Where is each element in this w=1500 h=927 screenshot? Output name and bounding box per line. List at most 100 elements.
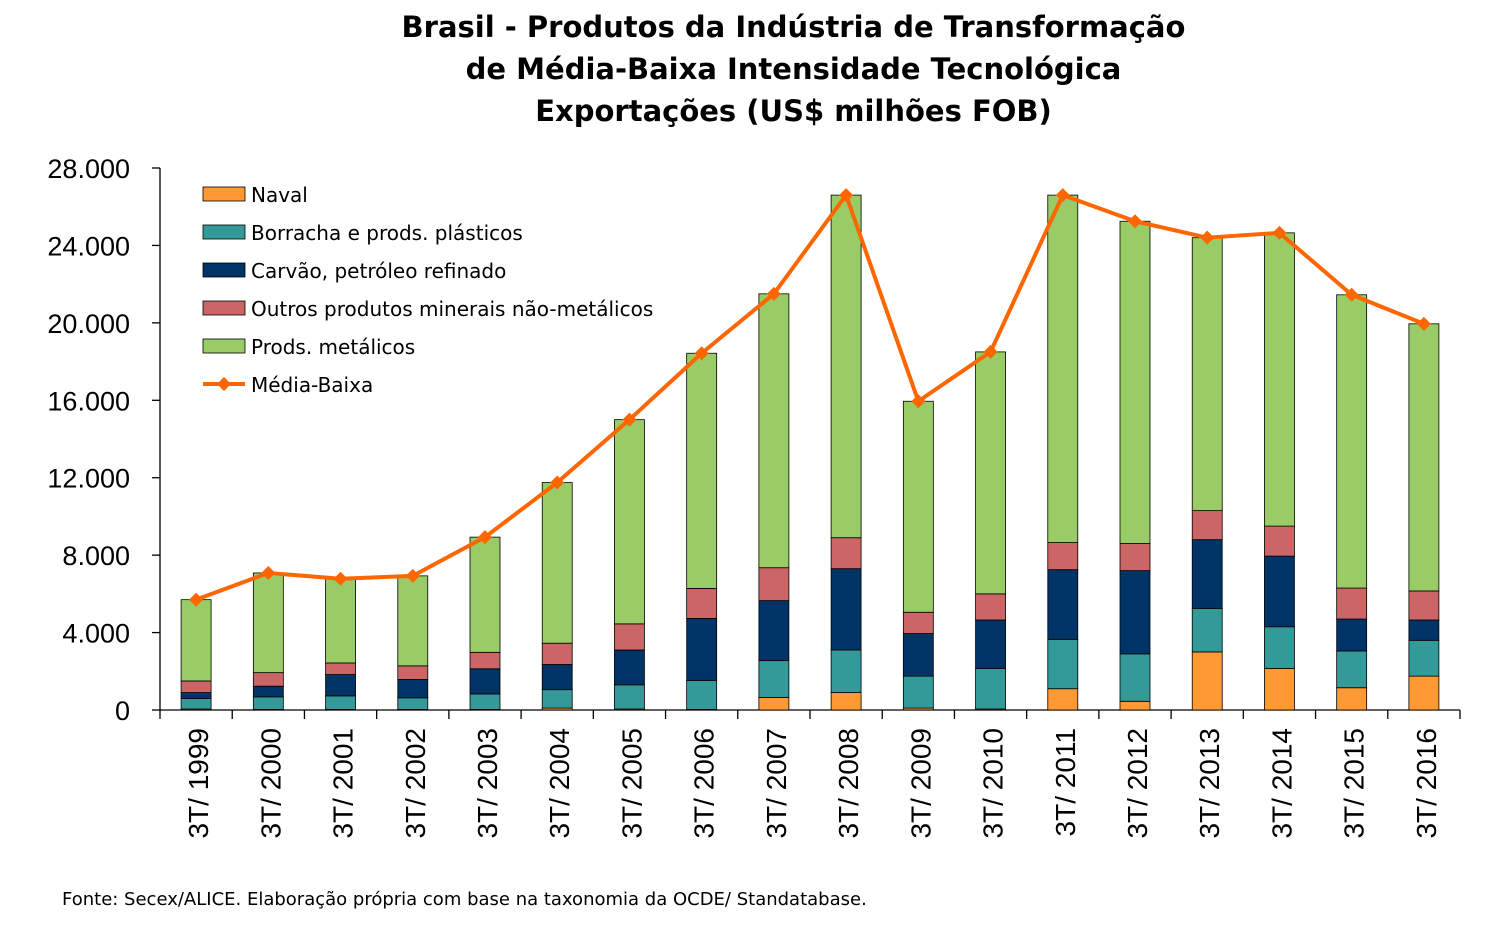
bar-segment <box>1047 688 1079 711</box>
bar-segment <box>252 696 284 710</box>
bar-segment <box>975 667 1006 710</box>
bar-segment <box>1408 619 1440 641</box>
bar-segment <box>180 680 212 693</box>
x-tick-label: 3T/ 2004 <box>544 728 575 839</box>
x-tick-label: 3T/ 2005 <box>616 728 647 839</box>
bar-segment <box>902 633 934 677</box>
bar-segment <box>541 664 573 691</box>
bar-segment <box>614 684 645 710</box>
line-marker <box>1055 188 1070 203</box>
line-marker <box>983 344 998 359</box>
bar-segment <box>1264 667 1295 711</box>
bar-segment <box>830 537 862 570</box>
chart-title-line-2: de Média-Baixa Intensidade Tecnológica <box>465 52 1122 86</box>
x-tick-label: 3T/ 2014 <box>1266 728 1297 839</box>
bar-segment <box>975 619 1006 669</box>
line-marker <box>550 475 565 490</box>
bar-segment <box>1264 626 1295 669</box>
stacked-bar-chart: 0 4.000 8.000 12.000 16.000 20.000 24.000 28.00… <box>47 154 1461 839</box>
bar-segment <box>1119 543 1151 572</box>
source-note: Fonte: Secex/ALICE. Elaboração própria c… <box>62 889 867 910</box>
line-marker <box>261 565 276 580</box>
x-tick-label: 3T/ 2016 <box>1411 728 1442 839</box>
legend-swatch <box>202 300 246 316</box>
line-marker <box>478 530 492 545</box>
line-marker <box>1416 316 1431 331</box>
x-tick-label: 3T/ 2003 <box>472 728 503 839</box>
bar-segment <box>325 674 356 697</box>
y-tick-label: 28.000 <box>47 154 130 184</box>
bar-segment <box>758 600 790 662</box>
bar-segment <box>1047 542 1079 571</box>
bar-segment <box>469 536 501 653</box>
bar-segment <box>830 649 862 693</box>
legend-swatch <box>202 224 246 240</box>
bar-segment <box>686 352 718 589</box>
line-marker <box>911 394 926 409</box>
bar-segment <box>1408 639 1440 677</box>
bar-segment <box>1191 237 1223 512</box>
bar-segment <box>758 697 790 711</box>
axes: 0 4.000 8.000 12.000 16.000 20.000 24.000 28.00… <box>47 154 1461 839</box>
bar-segment <box>614 419 645 625</box>
bar-segment <box>1264 525 1295 557</box>
x-tick-label: 3T/ 2000 <box>255 728 286 839</box>
bar-segment <box>1047 569 1079 640</box>
x-tick-label: 3T/ 2006 <box>689 728 720 839</box>
x-tick-label: 3T/ 2009 <box>905 728 936 839</box>
bar-segment <box>1191 539 1223 609</box>
line-marker <box>1344 287 1359 302</box>
bar-segment <box>1264 555 1295 628</box>
bar-segment <box>541 689 573 709</box>
bar-segment <box>1191 607 1223 653</box>
x-tick-label: 3T/ 2002 <box>400 728 431 839</box>
y-tick-label: 4.000 <box>62 619 130 649</box>
bar-segment <box>1336 587 1368 620</box>
y-tick-label: 12.000 <box>47 464 130 494</box>
line-series <box>189 188 1431 607</box>
bar-segment <box>1336 650 1368 689</box>
line-path <box>195 193 1425 602</box>
y-tick-label: 24.000 <box>47 231 130 261</box>
bar-segment <box>1408 675 1440 711</box>
bar-segment <box>1336 294 1368 589</box>
line-marker <box>694 346 709 361</box>
bar-segment <box>1191 651 1223 711</box>
legend-line-marker <box>217 377 231 391</box>
x-tick-label: 3T/ 2008 <box>833 728 864 839</box>
bar-segment <box>252 572 284 674</box>
line-marker <box>333 571 348 586</box>
legend-swatch <box>202 262 246 278</box>
line-marker <box>405 568 420 583</box>
legend-label: Carvão, petróleo refinado <box>251 259 506 283</box>
bar-segment <box>1408 590 1440 621</box>
x-tick-label: 3T/ 2015 <box>1339 728 1370 839</box>
bar-segment <box>252 685 284 698</box>
bar-segment <box>758 567 790 602</box>
bar-segment <box>686 679 718 710</box>
bar-segment <box>1408 323 1440 592</box>
bar-segment <box>1191 510 1223 541</box>
y-tick-label: 20.000 <box>47 309 130 339</box>
bar-segment <box>686 588 718 619</box>
bar-segment <box>1047 194 1079 543</box>
x-tick-label: 3T/ 1999 <box>183 728 214 839</box>
legend-label: Prods. metálicos <box>251 335 415 359</box>
line-marker <box>1272 225 1287 240</box>
y-tick-label: 8.000 <box>62 541 130 571</box>
bar-segment <box>180 697 212 710</box>
y-tick-label: 16.000 <box>47 386 130 416</box>
bar-segment <box>397 697 429 710</box>
line-marker <box>766 286 781 301</box>
bar-segment <box>325 662 356 675</box>
bar-segment <box>830 692 862 711</box>
legend-swatch <box>202 186 246 202</box>
bar-segment <box>830 568 862 651</box>
bar-segment <box>975 593 1006 621</box>
y-tick-label: 0 <box>115 696 130 726</box>
legend-label: Média-Baixa <box>251 373 373 397</box>
bar-segment <box>469 668 501 695</box>
bar-segment <box>397 575 429 667</box>
bar-segment <box>541 642 573 665</box>
bar-segment <box>469 693 501 710</box>
